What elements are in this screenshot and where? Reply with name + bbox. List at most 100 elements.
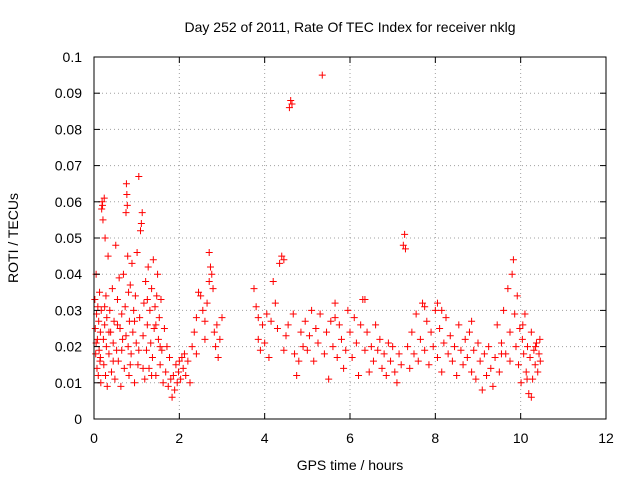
data-point <box>522 368 530 376</box>
data-point <box>474 339 482 347</box>
data-point <box>213 321 221 329</box>
data-point <box>288 100 296 108</box>
data-point <box>483 372 491 380</box>
data-point <box>442 314 450 322</box>
data-point <box>127 350 135 358</box>
data-point <box>210 328 218 336</box>
data-point <box>124 343 132 351</box>
data-point <box>382 372 390 380</box>
data-point <box>512 343 520 351</box>
data-point <box>135 172 143 180</box>
data-point <box>331 299 339 307</box>
chart-title: Day 252 of 2011, Rate Of TEC Index for r… <box>185 19 516 35</box>
data-point <box>143 296 151 304</box>
data-point <box>178 353 186 361</box>
data-point <box>412 310 420 318</box>
data-point <box>188 343 196 351</box>
data-point <box>99 335 107 343</box>
data-point <box>91 325 99 332</box>
data-point <box>153 292 161 300</box>
data-point <box>350 314 358 322</box>
data-point <box>208 270 216 278</box>
data-point <box>109 357 117 365</box>
data-point <box>131 317 139 325</box>
data-point <box>459 361 467 369</box>
data-point <box>335 321 343 329</box>
data-point <box>323 328 331 336</box>
data-point <box>406 364 414 372</box>
data-point <box>102 372 110 380</box>
data-point <box>122 209 130 217</box>
data-point <box>163 343 171 351</box>
data-point <box>105 328 113 336</box>
data-point <box>157 296 165 304</box>
data-point <box>289 310 297 318</box>
data-point <box>478 386 486 394</box>
data-point <box>318 71 326 79</box>
data-point <box>121 303 129 311</box>
data-point <box>314 339 322 347</box>
data-point <box>99 216 107 224</box>
data-point <box>177 375 185 383</box>
x-tick-label: 12 <box>598 430 614 446</box>
data-point <box>162 368 170 376</box>
data-point <box>378 364 386 372</box>
data-point <box>448 357 456 365</box>
data-point <box>282 332 290 340</box>
data-point <box>132 339 140 347</box>
data-point <box>519 321 527 329</box>
data-point <box>96 288 104 296</box>
data-point <box>363 328 371 336</box>
data-point <box>387 357 395 365</box>
x-tick-label: 0 <box>90 430 98 446</box>
data-point <box>480 350 488 358</box>
data-point <box>287 96 295 104</box>
data-point <box>122 332 130 340</box>
data-point <box>192 314 200 322</box>
data-point <box>461 335 469 343</box>
y-tick-label: 0.09 <box>55 85 82 101</box>
data-point <box>269 277 277 285</box>
data-point <box>487 364 495 372</box>
data-point <box>159 379 167 387</box>
data-point <box>205 248 213 256</box>
data-point <box>523 343 531 351</box>
data-point <box>254 335 262 343</box>
data-point <box>536 357 544 365</box>
data-point <box>150 325 158 332</box>
data-point <box>361 296 369 304</box>
data-point <box>136 314 144 322</box>
data-point <box>295 357 303 365</box>
data-point <box>493 321 501 329</box>
data-point <box>103 314 111 322</box>
data-point <box>513 292 521 300</box>
data-point <box>320 350 328 358</box>
data-point <box>310 357 318 365</box>
x-tick-label: 2 <box>175 430 183 446</box>
data-point <box>331 314 339 322</box>
data-point <box>101 321 109 329</box>
data-point <box>532 339 540 347</box>
data-point <box>284 321 292 329</box>
data-point <box>531 361 539 369</box>
data-point <box>117 382 125 390</box>
data-point <box>525 390 533 398</box>
data-point <box>152 321 160 329</box>
data-point <box>329 343 337 351</box>
data-point <box>451 343 459 351</box>
data-point <box>93 364 101 372</box>
data-point <box>166 353 174 361</box>
data-point <box>265 353 273 361</box>
data-point <box>118 310 126 318</box>
data-point <box>491 353 499 361</box>
data-point <box>463 353 471 361</box>
data-point <box>429 343 437 351</box>
data-point <box>115 274 123 282</box>
data-point <box>190 328 198 336</box>
data-point <box>472 375 480 383</box>
data-point <box>444 350 452 358</box>
data-point <box>95 346 103 354</box>
data-point <box>506 328 514 336</box>
data-point <box>271 299 279 307</box>
data-point <box>520 350 528 358</box>
